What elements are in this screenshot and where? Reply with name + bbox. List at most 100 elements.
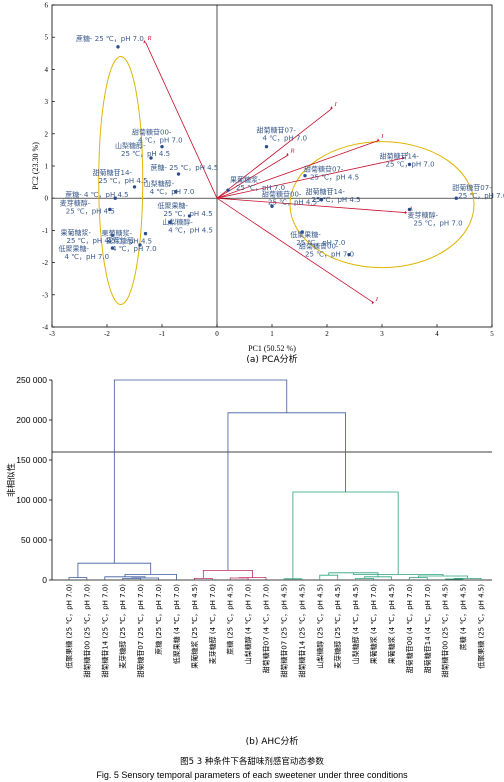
- pca-loading-vector: [216, 107, 333, 199]
- pca-point-label: 甜菊糖苷07-25 ℃，pH 4.5: [304, 165, 359, 182]
- pca-point: [138, 243, 142, 247]
- pca-x-tick-label: -3: [49, 330, 55, 338]
- pca-point-label: 甜菊糖苷07-4 ℃，pH 7.0: [257, 126, 308, 143]
- ahc-leaf-label: 低聚果糖 (25 ℃，pH 4.5): [477, 584, 486, 669]
- pca-point: [176, 172, 181, 176]
- pca-point-label: 麦芽糖醇-4 ℃，pH 7.0: [106, 236, 157, 253]
- ahc-leaf-label: 麦芽糖醇 (4 ℃，pH 7.0): [208, 584, 217, 665]
- ahc-branch: [453, 578, 482, 580]
- ahc-branch: [113, 379, 288, 564]
- pca-point: [407, 207, 412, 212]
- pca-point-label: 麦芽糖醇-25 ℃，pH 7.0: [408, 210, 463, 227]
- pca-point: [149, 156, 153, 160]
- ahc-leaf-label: 低聚果糖 (4 ℃，pH 7.0): [172, 584, 181, 665]
- ahc-branch: [77, 562, 152, 578]
- pca-vector-label: I: [380, 133, 384, 140]
- pca-cluster-ellipse-left: [98, 55, 144, 305]
- pca-y-tick-label: -3: [42, 291, 48, 299]
- pca-point: [143, 231, 148, 236]
- ahc-leaf-label: 山梨糖醇 (4 ℃，pH 7.0): [244, 584, 253, 665]
- pca-point-label: 甜菊糖苷14-25 ℃，pH 7.0: [380, 151, 435, 168]
- ahc-y-tick-label: 0: [42, 575, 47, 585]
- pca-y-tick-label: 0: [45, 195, 49, 203]
- pca-point-label: 低聚果糖-25 ℃，pH 7.0: [290, 230, 345, 247]
- pca-y-tick-label: 5: [45, 34, 49, 42]
- ahc-branch: [283, 578, 303, 580]
- figure-title-cn: 图5 3 种条件下各甜味剂感官动态参数: [180, 756, 324, 767]
- ahc-y-tick-label: 250 000: [16, 375, 47, 385]
- pca-point: [303, 173, 307, 178]
- ahc-leaf-label: 果葡糖浆 (4 ℃，pH 7.0): [369, 584, 378, 665]
- ahc-leaf-label: 甜菊糖苷00 (4 ℃，pH 7.0): [405, 584, 414, 673]
- ahc-y-tick-label: 100 000: [16, 495, 47, 505]
- ahc-leaf-label: 果葡糖浆 (4 ℃，pH 4.5): [387, 584, 396, 665]
- ahc-branch: [122, 578, 142, 580]
- pca-point-label: 甜菊糖苷00-4 ℃，pH 7.0: [132, 128, 183, 145]
- pca-y-tick-label: 2: [45, 130, 49, 138]
- pca-loading-arrowhead: [404, 210, 407, 215]
- pca-point-label: 山梨糖醇-4 ℃，pH 4.5: [162, 217, 213, 234]
- ahc-branch: [319, 574, 339, 580]
- ahc-branch: [364, 576, 392, 580]
- pca-point: [319, 198, 324, 202]
- pca-loading-vector: [216, 197, 374, 304]
- pca-y-axis-label: PC2 (23.30 %): [31, 142, 40, 190]
- pca-point: [160, 144, 164, 149]
- pca-point-label: 甜菊糖苷14-25 ℃，pH 4.5: [93, 168, 148, 185]
- ahc-leaf-label: 蔗糖 (25 ℃，pH 7.0): [154, 584, 163, 655]
- pca-x-tick-label: -1: [159, 330, 165, 338]
- pca-y-tick-label: 6: [45, 2, 49, 10]
- pca-x-tick-label: 0: [215, 330, 219, 338]
- pca-point-label: 甜菊糖苷00-25 ℃，pH 4.5: [262, 189, 317, 206]
- ahc-leaf-label: 山梨糖醇 (4 ℃，pH 4.5): [351, 584, 360, 665]
- ahc-leaf-label: 甜菊糖苷07 (4 ℃，pH 7.0): [262, 584, 271, 673]
- pca-loading-arrowhead: [286, 152, 289, 157]
- pca-point: [132, 185, 137, 189]
- ahc-branch: [124, 574, 177, 580]
- pca-y-tick-label: -1: [42, 227, 48, 235]
- ahc-leaf-label: 甜菊糖苷07 (25 ℃，pH 4.5): [279, 584, 288, 678]
- pca-point-label: 蔗糖- 4 ℃，pH 4.5: [65, 190, 128, 199]
- ahc-branch: [193, 578, 213, 580]
- ahc-leaf-label: 甜菊糖苷07 (25 ℃，pH 7.0): [136, 584, 145, 678]
- pca-point: [113, 196, 117, 200]
- pca-point: [347, 252, 351, 257]
- pca-y-tick-label: -4: [42, 324, 48, 332]
- pca-x-tick-label: 1: [270, 330, 274, 338]
- pca-y-tick-label: 3: [45, 98, 49, 106]
- pca-loading-arrowhead: [143, 40, 146, 44]
- ahc-caption: (b) AHC分析: [246, 735, 299, 747]
- ahc-leaf-label: 麦芽糖醇 (25 ℃，pH 4.5): [333, 584, 342, 669]
- pca-point: [270, 204, 274, 208]
- pca-vector-label: I: [375, 296, 379, 303]
- pca-loading-vector: [145, 41, 218, 199]
- ahc-branch: [104, 576, 146, 580]
- ahc-y-tick-label: 50 000: [21, 535, 47, 545]
- ahc-leaf-label: 低聚果糖 (25 ℃，pH 7.0): [64, 584, 73, 669]
- ahc-leaf-label: 甜菊糖苷00 (25 ℃，pH 7.0): [82, 584, 91, 678]
- ahc-branch: [292, 491, 399, 579]
- ahc-y-tick-label: 200 000: [16, 415, 47, 425]
- pca-vector-label: R: [290, 148, 295, 155]
- pca-point-label: 蔗糖- 25 ℃，pH 4.5: [151, 163, 219, 172]
- pca-caption: (a) PCA分析: [246, 353, 297, 365]
- ahc-leaf-label: 甜菊糖苷00 (25 ℃，pH 4.5): [441, 584, 450, 678]
- pca-point: [300, 230, 304, 234]
- pca-point: [168, 220, 172, 225]
- pca-y-tick-label: 4: [45, 66, 49, 74]
- ahc-branch: [238, 577, 267, 580]
- pca-point: [264, 144, 269, 149]
- ahc-branch: [227, 412, 346, 571]
- pca-point: [226, 188, 230, 192]
- pca-point-label: 山梨糖醇-4 ℃，pH 7.0: [144, 179, 195, 196]
- pca-point-label: 蔗糖- 25 ℃，pH 7.0: [76, 34, 144, 43]
- ahc-branch: [229, 577, 249, 580]
- pca-x-axis-label: PC1 (50.52 %): [248, 344, 296, 353]
- pca-loading-arrowhead: [377, 138, 380, 142]
- ahc-leaf-label: 蔗糖 (4 ℃，pH 4.5): [459, 584, 468, 651]
- pca-vector-label: I: [334, 101, 338, 108]
- pca-point-label: 果葡糖浆-25 ℃，pH 4.5: [61, 228, 116, 245]
- pca-point-label: 山梨糖醇-25 ℃，pH 4.5: [115, 141, 170, 158]
- ahc-branch: [328, 572, 379, 577]
